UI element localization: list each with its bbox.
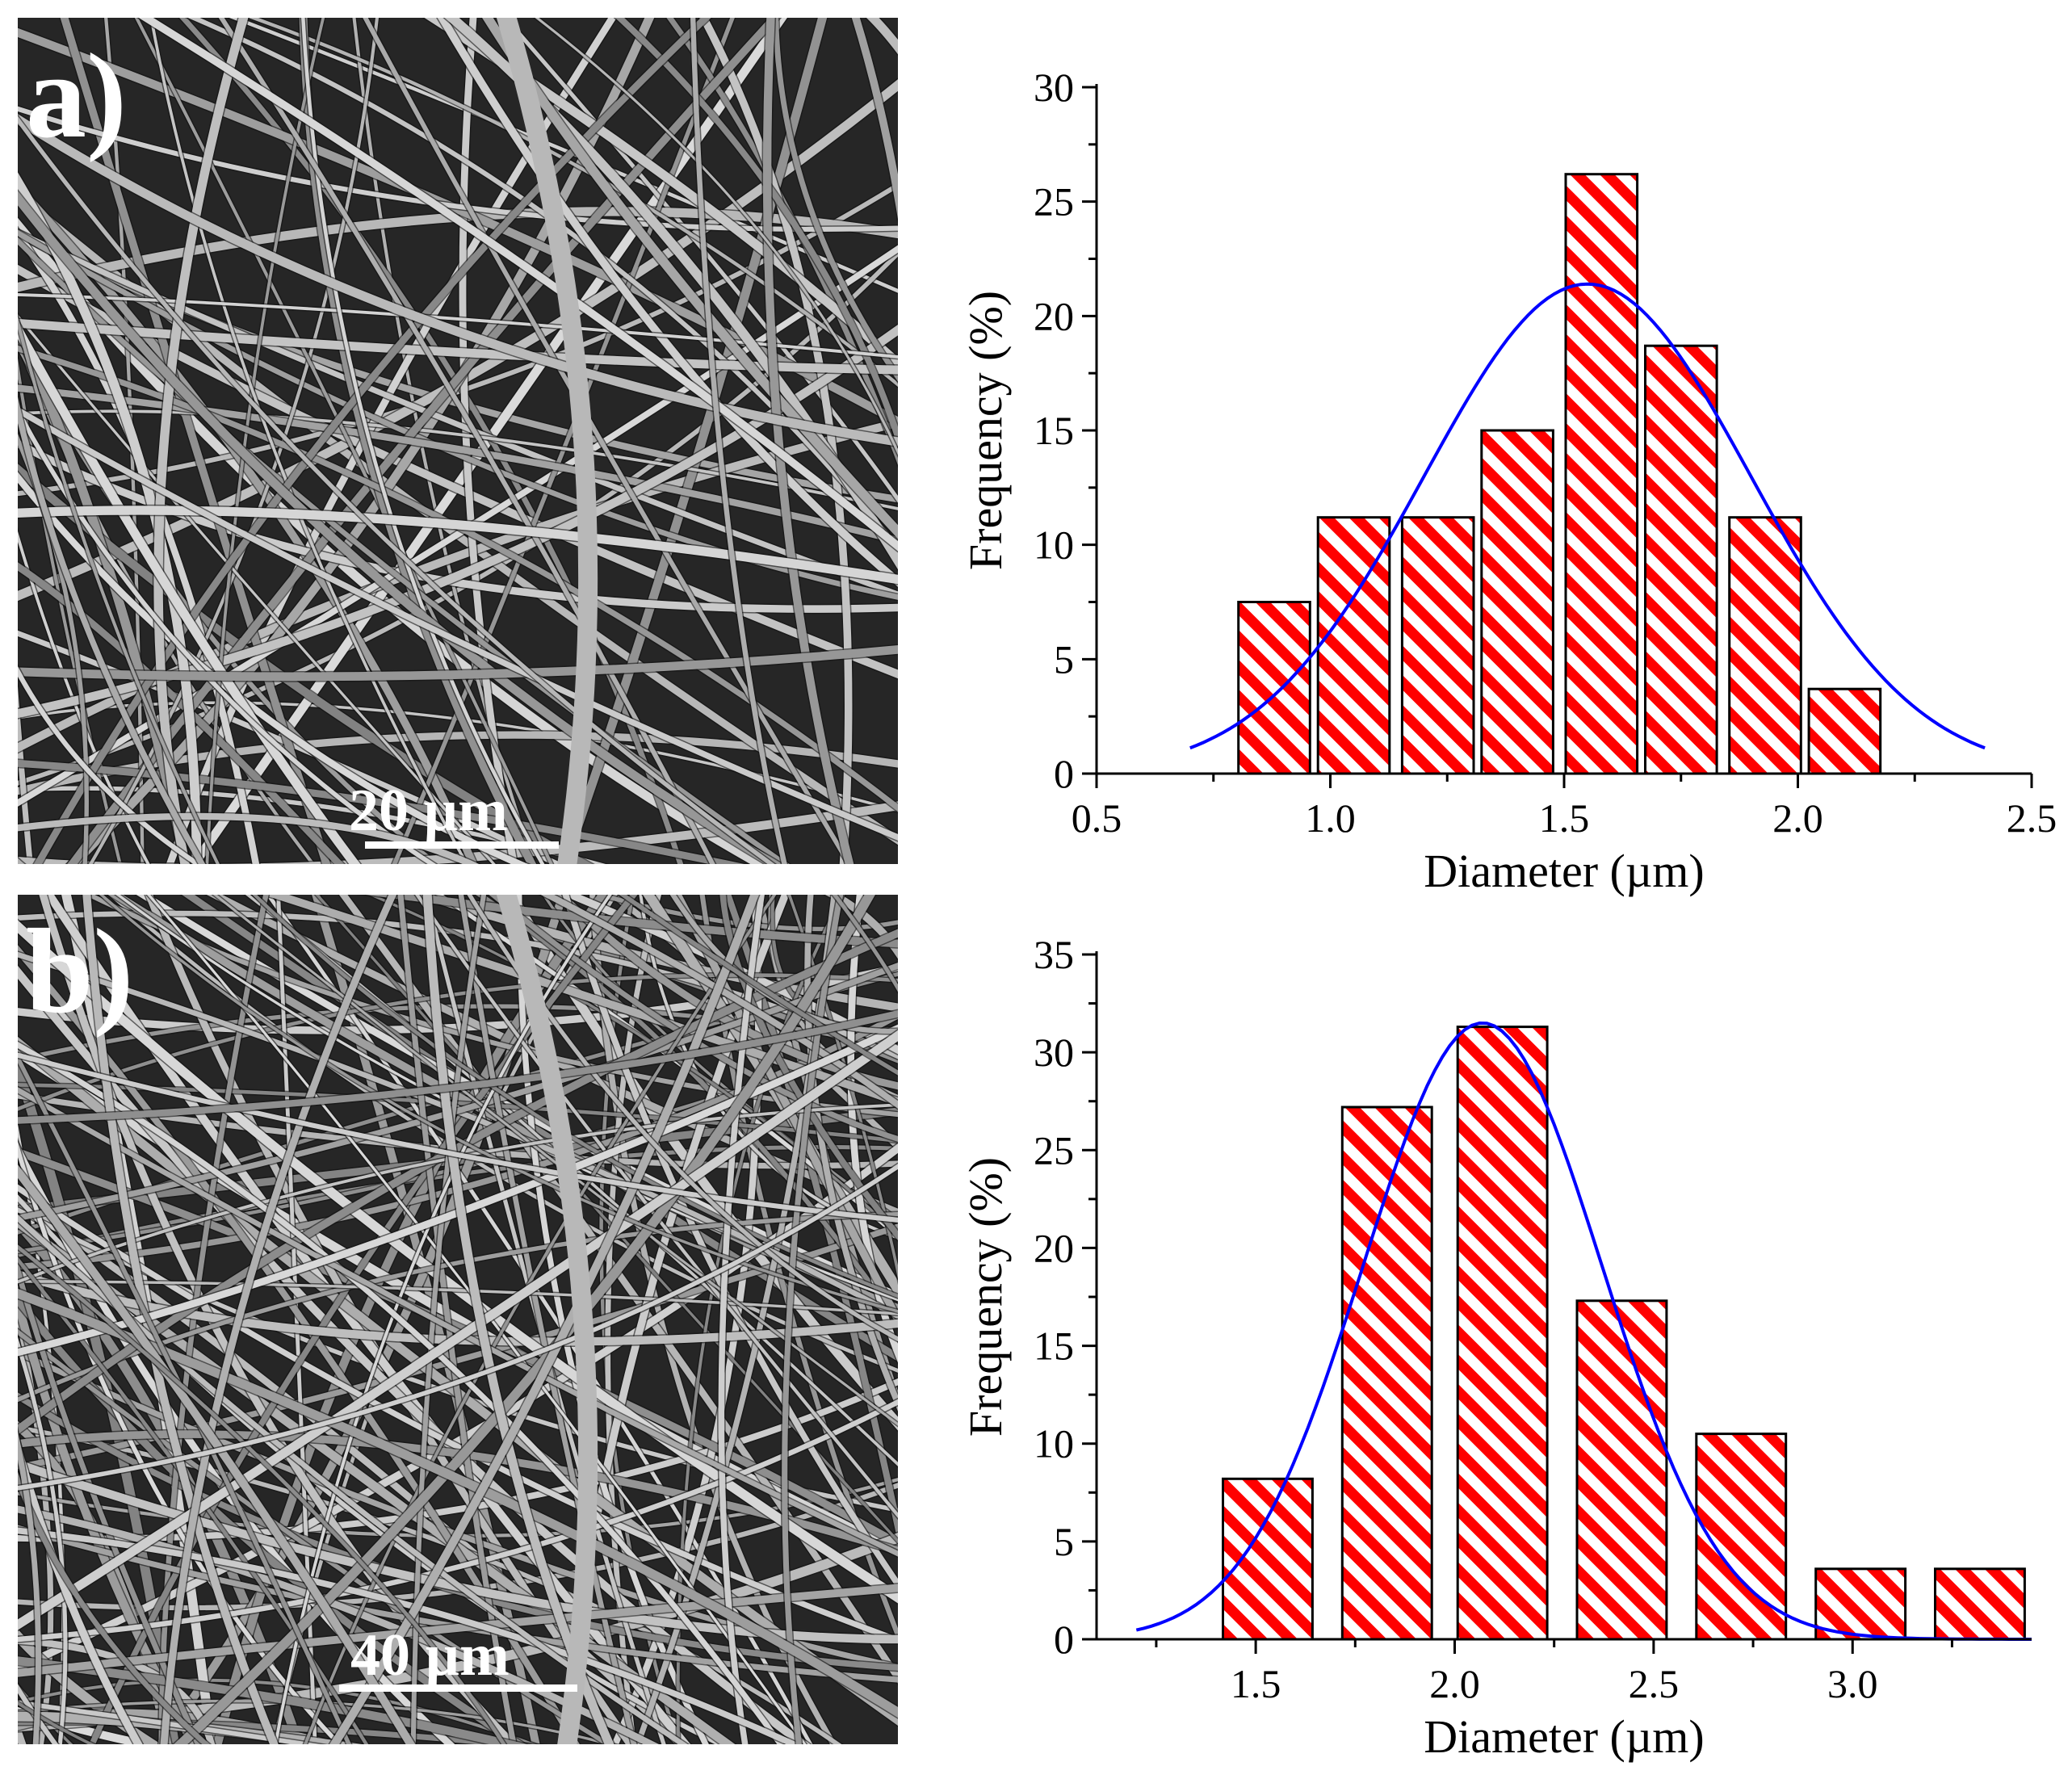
x-tick-label: 2.5	[2007, 795, 2057, 841]
histogram-bar	[1934, 1567, 2026, 1641]
y-tick-label: 20	[1034, 293, 1074, 338]
y-tick-label: 10	[1034, 1421, 1074, 1466]
x-tick-label: 1.0	[1305, 795, 1356, 841]
panel-label-a: a)	[26, 29, 127, 163]
histogram-bar	[1456, 1026, 1549, 1641]
histogram-bar	[1814, 1567, 1907, 1641]
histogram-bar	[1575, 1299, 1668, 1641]
histogram-bar	[1237, 601, 1311, 775]
y-axis-label: Frequency (%)	[959, 1157, 1012, 1437]
y-tick-label: 5	[1054, 1519, 1074, 1564]
sem-image-b: b) 40 µm	[18, 895, 898, 1744]
x-tick-label: 0.5	[1072, 795, 1122, 841]
y-axis-label: Frequency (%)	[959, 291, 1012, 570]
x-tick-label: 1.5	[1539, 795, 1590, 841]
y-tick-label: 25	[1034, 1127, 1074, 1173]
scale-bar-b	[339, 1684, 577, 1692]
y-tick-label: 10	[1034, 522, 1074, 568]
y-tick-label: 15	[1034, 1324, 1074, 1369]
panel-label-b: b)	[26, 904, 134, 1038]
y-tick-label: 30	[1034, 65, 1074, 110]
y-tick-label: 35	[1034, 932, 1074, 977]
histogram-bar	[1564, 173, 1639, 775]
scale-bar-label-a: 20 µm	[349, 778, 508, 844]
y-tick-label: 15	[1034, 408, 1074, 453]
histogram-bar	[1807, 687, 1882, 775]
fiber-texture-a	[18, 18, 898, 864]
x-tick-label: 2.0	[1772, 795, 1823, 841]
x-tick-label: 2.0	[1429, 1661, 1480, 1706]
x-tick-label: 1.5	[1231, 1661, 1281, 1706]
histogram-bar	[1480, 429, 1554, 775]
gaussian-fit-curve	[1189, 282, 1986, 750]
x-tick-label: 2.5	[1629, 1661, 1680, 1706]
y-tick-label: 30	[1034, 1030, 1074, 1075]
histogram-b: 0 5 10 15 20 25 30 35 1.5 2.0 2.5 3.0 Diameter (µm) F…	[959, 932, 2032, 1763]
x-tick-label: 3.0	[1827, 1661, 1878, 1706]
scale-bar-label-b: 40 µm	[350, 1622, 510, 1689]
y-tick-label: 25	[1034, 179, 1074, 224]
x-axis-label: Diameter (µm)	[1424, 845, 1704, 897]
y-tick-label: 5	[1054, 636, 1074, 682]
sem-image-a: a) 20 µm	[18, 18, 898, 864]
y-tick-label: 0	[1054, 751, 1074, 796]
histogram-bar	[1222, 1477, 1314, 1641]
fiber-texture-b	[18, 895, 898, 1744]
gaussian-fit-curve	[1135, 1021, 2032, 1641]
histogram-bar	[1644, 344, 1718, 775]
scale-bar-a	[365, 841, 559, 849]
histogram-a: 0 5 10 15 20 25 30 0.5 1.0 1.5 2.0 2.5 Diameter (µm)…	[959, 65, 2057, 897]
y-tick-label: 0	[1054, 1617, 1074, 1662]
y-tick-label: 20	[1034, 1225, 1074, 1270]
histogram-bar	[1400, 516, 1475, 775]
histogram-bar	[1728, 516, 1802, 775]
x-axis-label: Diameter (µm)	[1424, 1710, 1704, 1763]
